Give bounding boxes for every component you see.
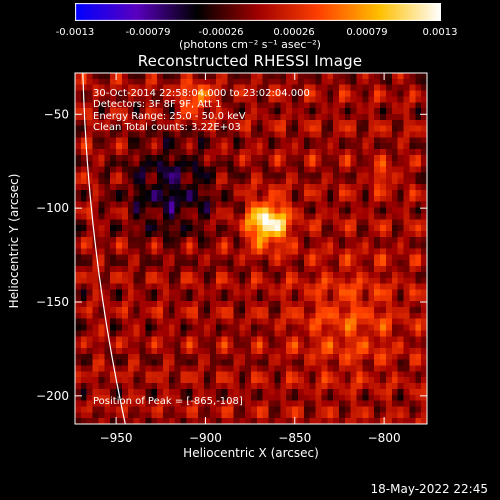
annotation-detectors: Detectors: 3F 8F 9F, Att 1: [93, 99, 222, 110]
colorbar-tick-label: -0.00026: [198, 27, 244, 38]
colorbar-units: (photons cm⁻² s⁻¹ asec⁻²): [179, 38, 321, 51]
chart-title: Reconstructed RHESSI Image: [137, 52, 363, 70]
plot-frame: [74, 72, 428, 425]
y-tick-label: −150: [36, 295, 69, 309]
x-tick-label: −950: [100, 431, 133, 445]
colorbar-tick-label: -0.00079: [125, 27, 171, 38]
y-tick-label: −200: [36, 389, 69, 403]
heatmap-image: [75, 73, 427, 424]
y-axis-label: Heliocentric Y (arcsec): [7, 173, 21, 309]
annotation-energy: Energy Range: 25.0 - 50.0 keV: [93, 111, 246, 122]
x-axis-label: Heliocentric X (arcsec): [183, 446, 319, 460]
colorbar-tick-label: -0.0013: [55, 27, 95, 38]
colorbar-tick-label: 0.00079: [346, 27, 388, 38]
x-tick-label: −900: [189, 431, 222, 445]
annotation-time: 30-Oct-2014 22:58:04.000 to 23:02:04.000: [93, 88, 310, 99]
colorbar-tick-label: 0.00026: [273, 27, 315, 38]
y-tick-label: −50: [44, 107, 69, 121]
x-tick-label: −800: [368, 431, 401, 445]
x-tick-label: −850: [278, 431, 311, 445]
colorbar-tick-label: 0.0013: [422, 27, 458, 38]
peak-position-label: Position of Peak = [-865,-108]: [93, 396, 243, 407]
colorbar: [75, 3, 441, 21]
y-tick-label: −100: [36, 201, 69, 215]
annotation-clean: Clean Total counts: 3.22E+03: [93, 122, 241, 133]
plot-timestamp: 18-May-2022 22:45: [370, 482, 488, 496]
solar-limb: [82, 73, 126, 424]
colorbar-gradient: [75, 3, 441, 21]
